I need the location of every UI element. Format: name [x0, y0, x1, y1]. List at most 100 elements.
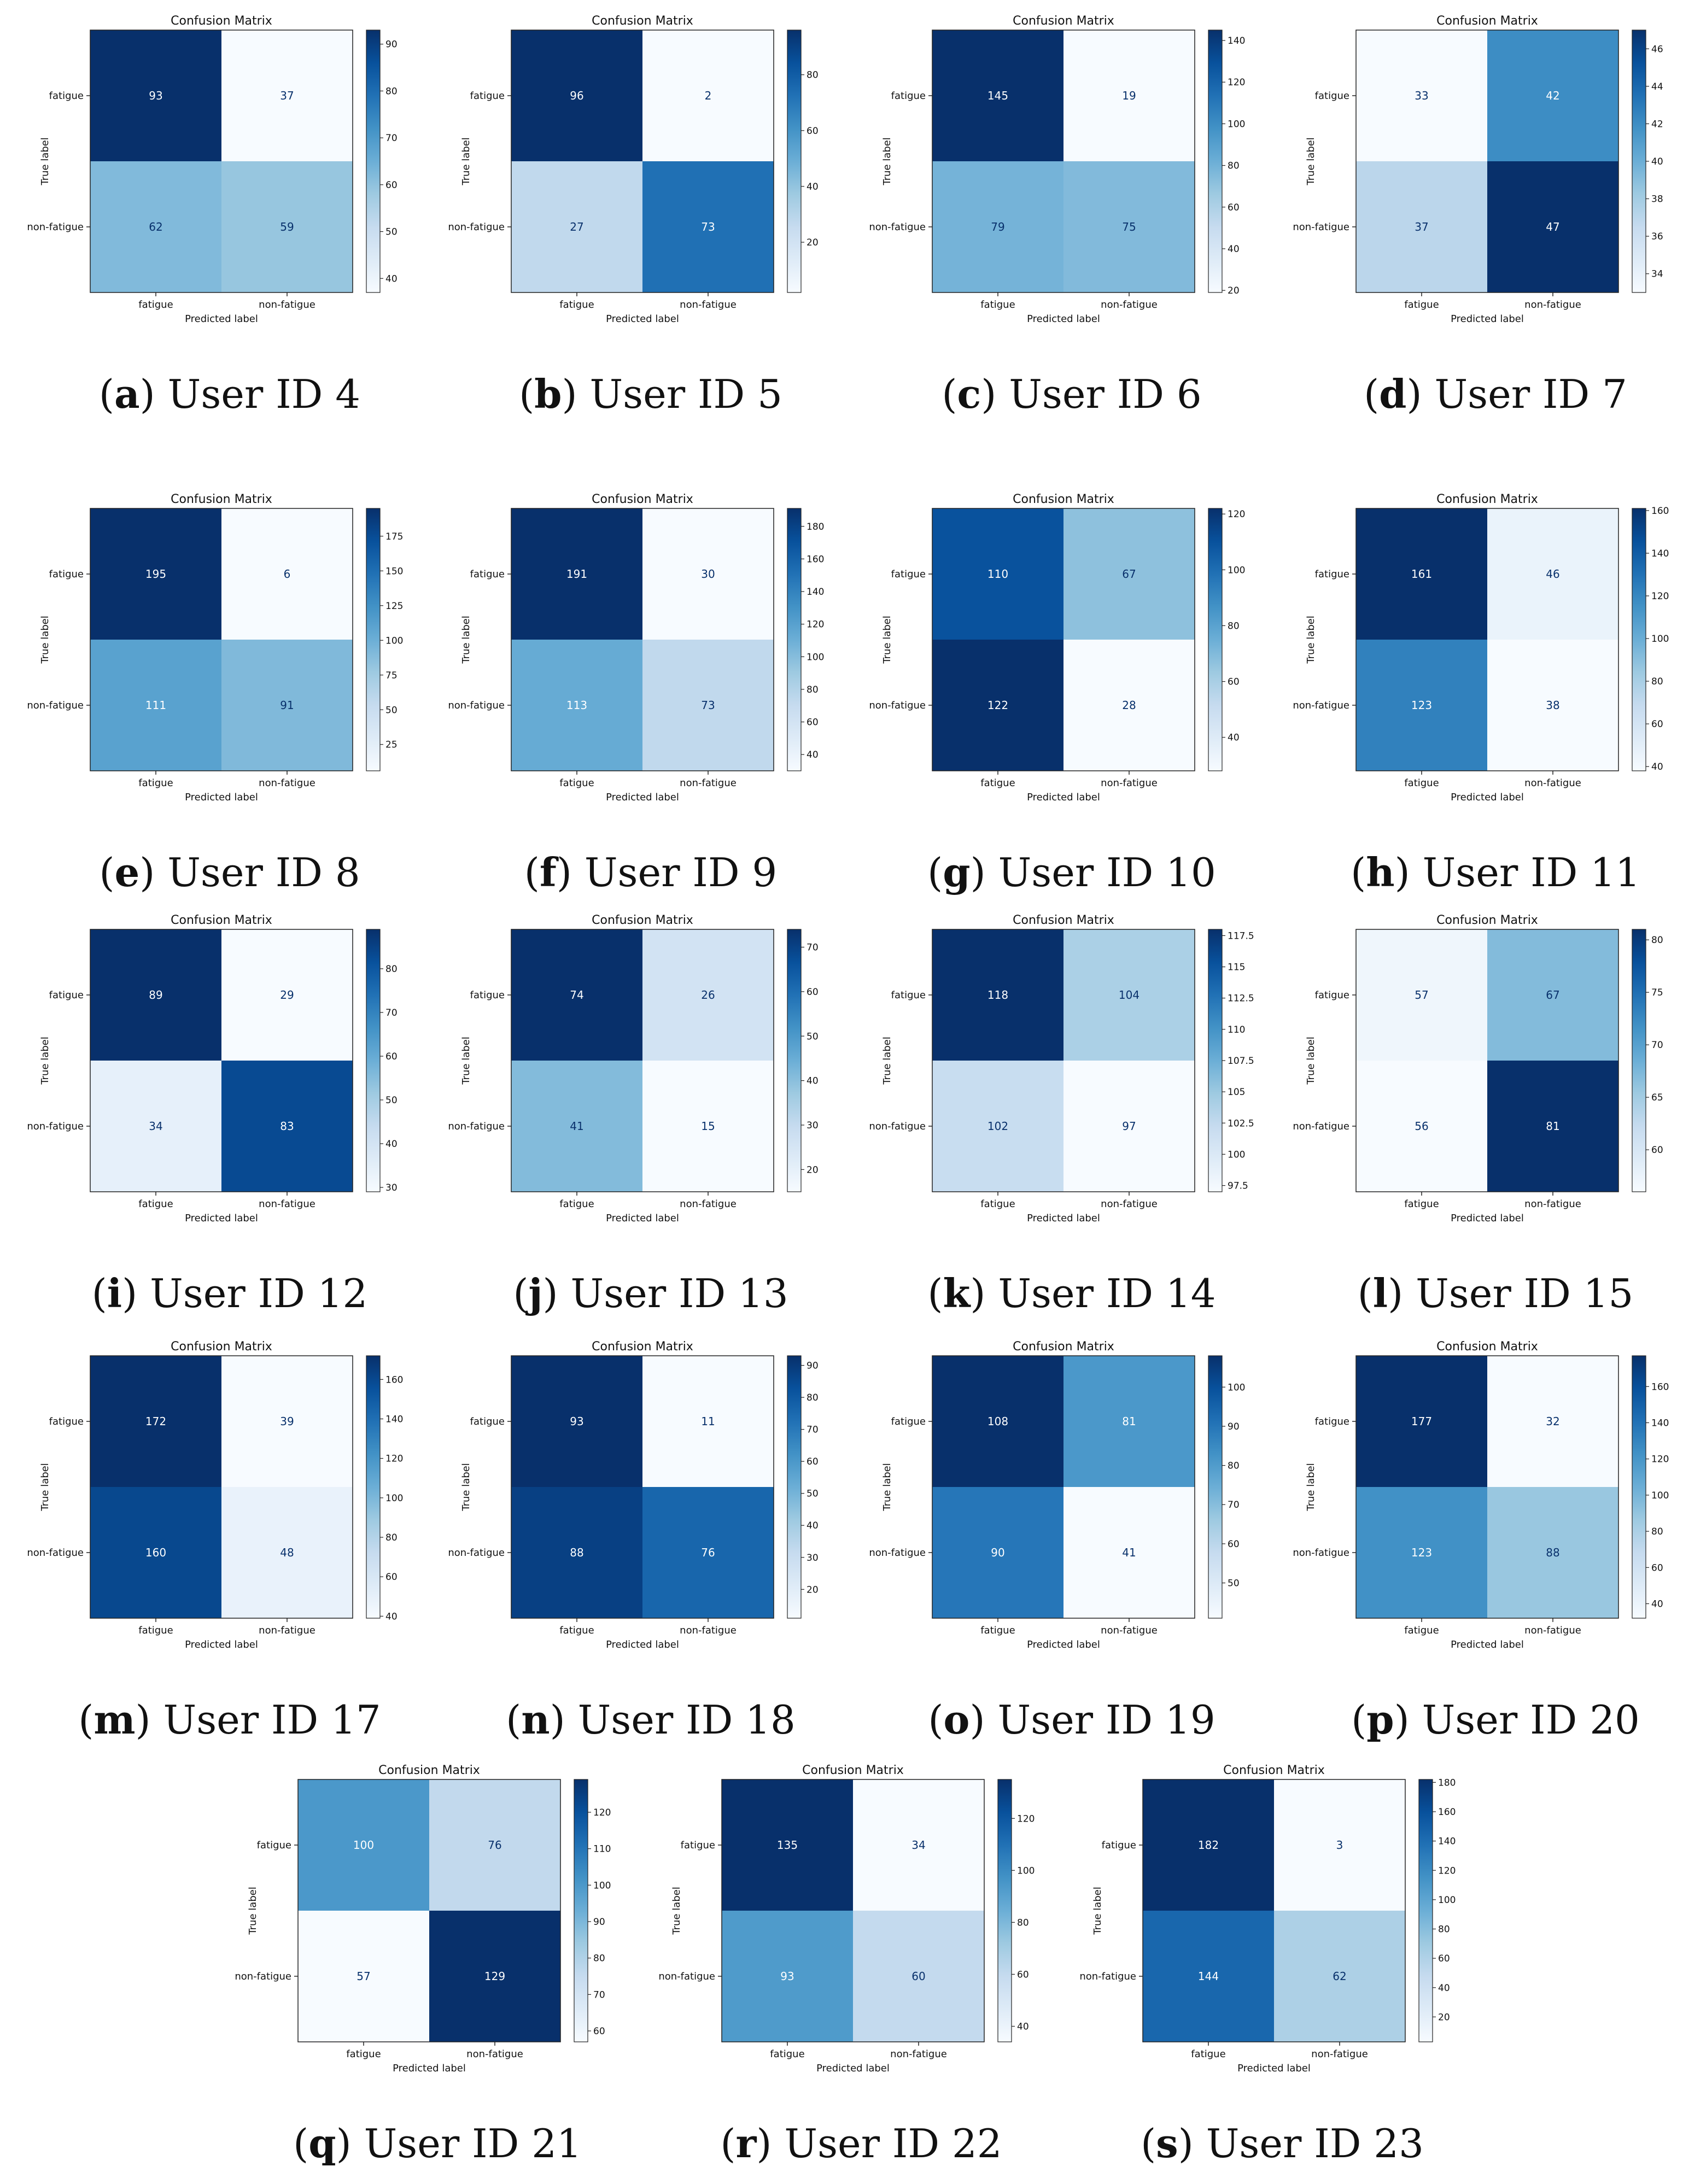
confusion-matrix-chart: Confusion Matrix 89 29 34 83 fatigue non-fatig…	[27, 914, 398, 1224]
heatmap-cell	[1063, 30, 1195, 161]
subfigure-letter: s	[1156, 2120, 1178, 2167]
colorbar-tick-label: 112.5	[1228, 993, 1254, 1004]
colorbar-tick-label: 60	[807, 1456, 819, 1467]
x-tick-label: fatigue	[559, 299, 594, 311]
confusion-matrix-panel: Confusion Matrix 161 46 123 38 fatigue non-fat…	[1293, 492, 1683, 973]
colorbar-tick-label: 140	[1438, 1836, 1456, 1847]
subfigure-caption: (k) User ID 14	[927, 1270, 1216, 1316]
cell-value-label: 76	[488, 1838, 501, 1852]
y-tick-label: fatigue	[1315, 569, 1349, 580]
confusion-matrix-panel: Confusion Matrix 145 19 79 75 fatigue non-fati…	[869, 14, 1263, 495]
subfigure-letter: l	[1372, 1270, 1388, 1316]
x-axis-label: Predicted label	[606, 313, 679, 325]
cell-value-label: 57	[1415, 988, 1428, 1002]
x-axis-label: Predicted label	[1451, 792, 1524, 803]
confusion-matrix-chart: Confusion Matrix 135 34 93 60 fatigue non-fati…	[658, 1764, 1035, 2074]
y-axis-label: True label	[881, 1037, 893, 1085]
heatmap-cell	[642, 1061, 774, 1192]
heatmap-cell	[1487, 1487, 1618, 1618]
colorbar-tick-label: 50	[385, 705, 398, 716]
x-tick-label: fatigue	[1404, 1625, 1439, 1636]
colorbar-tick-label: 80	[1651, 676, 1663, 687]
subfigure-caption-text: User ID 4	[167, 371, 361, 417]
confusion-matrix-panel: Confusion Matrix 135 34 93 60 fatigue non-fati…	[658, 1763, 1053, 2184]
cell-value-label: 88	[1546, 1546, 1559, 1559]
x-axis-label: Predicted label	[606, 1213, 679, 1224]
confusion-matrix-chart: Confusion Matrix 191 30 113 73 fatigue non-fat…	[448, 493, 824, 803]
colorbar-tick-label: 40	[1438, 1983, 1450, 1994]
colorbar-tick-label: 102.5	[1228, 1118, 1254, 1129]
colorbar-tick-label: 30	[807, 1553, 819, 1564]
subfigure-caption-text: User ID 8	[167, 850, 360, 895]
cell-value-label: 62	[1333, 1970, 1346, 1983]
subfigure-caption: (s) User ID 23	[1141, 2120, 1424, 2167]
heatmap-cell	[1356, 1356, 1487, 1487]
cell-value-label: 2	[705, 89, 712, 102]
subfigure-letter: m	[94, 1696, 136, 1743]
colorbar-tick-label: 100	[807, 652, 824, 663]
confusion-matrix-panel: Confusion Matrix 182 3 144 62 fatigue non-fati…	[1079, 1763, 1474, 2184]
x-axis-label: Predicted label	[185, 792, 258, 803]
chart-title: Confusion Matrix	[1436, 1340, 1538, 1354]
x-tick-label: non-fatigue	[1524, 1625, 1581, 1636]
colorbar-tick-label: 60	[385, 1572, 398, 1583]
heatmap-cell	[90, 1356, 221, 1487]
colorbar-tick-label: 120	[1438, 1865, 1456, 1876]
heatmap-cell	[932, 1061, 1063, 1192]
subfigure-letter: r	[735, 2120, 757, 2167]
cell-value-label: 182	[1198, 1838, 1219, 1852]
heatmap-cell	[90, 1061, 221, 1192]
x-tick-label: fatigue	[1404, 1198, 1439, 1210]
colorbar-tick-label: 75	[1651, 987, 1663, 998]
heatmap-cell	[932, 929, 1063, 1061]
y-axis-label: True label	[1092, 1887, 1103, 1935]
cell-value-label: 93	[780, 1970, 794, 1983]
y-tick-label: fatigue	[1315, 90, 1349, 102]
colorbar-tick-label: 160	[1651, 1381, 1669, 1392]
colorbar-tick-label: 70	[593, 1989, 605, 2000]
heatmap-cell	[221, 30, 353, 161]
heatmap-cell	[1143, 1779, 1274, 1911]
y-tick-label: fatigue	[49, 1416, 84, 1427]
subfigure-caption-text: User ID 14	[998, 1270, 1216, 1316]
heatmap-cell	[1356, 1061, 1487, 1192]
colorbar-tick-label: 180	[1438, 1777, 1456, 1788]
cell-value-label: 123	[1411, 1546, 1432, 1559]
heatmap-frame	[297, 1779, 561, 2042]
colorbar-tick-label: 80	[593, 1953, 605, 1964]
subfigure-caption: (a) User ID 4	[98, 371, 361, 417]
x-tick-label: non-fatigue	[259, 1198, 315, 1210]
chart-title: Confusion Matrix	[802, 1764, 904, 1777]
colorbar-tick-label: 40	[385, 1611, 398, 1622]
cell-value-label: 108	[987, 1415, 1008, 1428]
heatmap-frame	[932, 508, 1195, 771]
colorbar-tick-label: 60	[385, 180, 398, 191]
heatmap-cell	[511, 929, 642, 1061]
confusion-matrix-chart: Confusion Matrix 195 6 111 91 fatigue non-fati…	[27, 493, 403, 803]
colorbar-tick-label: 40	[807, 750, 819, 760]
colorbar-tick-label: 80	[1651, 1526, 1663, 1537]
x-tick-label: non-fatigue	[680, 1198, 737, 1210]
x-tick-label: fatigue	[138, 1198, 173, 1210]
confusion-matrix-panel: Confusion Matrix 57 67 56 81 fatigue non-fatig…	[1293, 913, 1683, 1394]
x-tick-label: fatigue	[138, 1625, 173, 1636]
colorbar-tick-label: 30	[385, 1182, 398, 1193]
confusion-matrix-panel: Confusion Matrix 195 6 111 91 fatigue non-fati…	[27, 492, 421, 973]
colorbar-tick-label: 70	[1228, 1500, 1240, 1510]
cell-value-label: 88	[570, 1546, 583, 1559]
colorbar	[1632, 1355, 1646, 1619]
subfigure-caption: (l) User ID 15	[1357, 1270, 1634, 1316]
colorbar-tick-label: 80	[1228, 1461, 1240, 1472]
cell-value-label: 81	[1122, 1415, 1136, 1428]
cell-value-label: 83	[280, 1120, 294, 1133]
colorbar-tick-label: 107.5	[1228, 1056, 1254, 1067]
heatmap-frame	[90, 508, 353, 771]
heatmap-cell	[511, 1061, 642, 1192]
colorbar-tick-label: 100	[385, 1493, 403, 1504]
colorbar	[1208, 1355, 1223, 1619]
colorbar-tick-label: 70	[1651, 1040, 1663, 1051]
subfigure-letter: j	[528, 1270, 543, 1316]
heatmap-cell	[1274, 1911, 1405, 2042]
heatmap-cell	[511, 640, 642, 771]
cell-value-label: 47	[1546, 220, 1559, 233]
